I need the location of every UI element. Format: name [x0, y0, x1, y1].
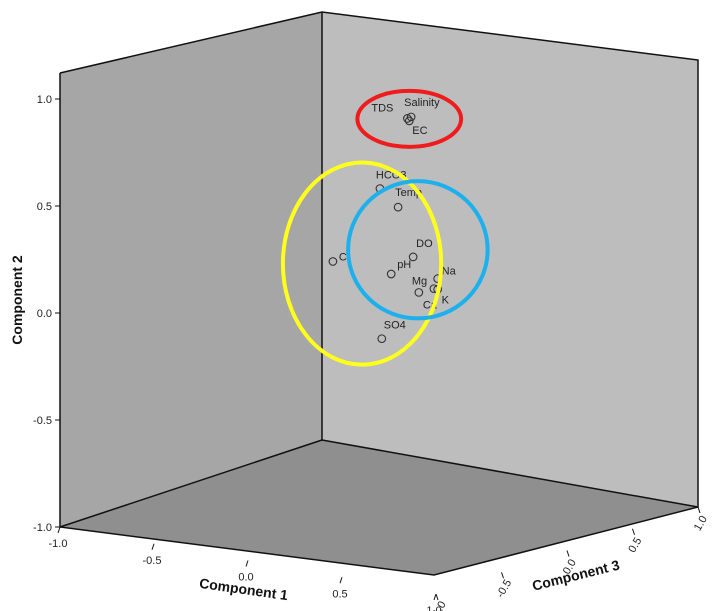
point-label: Cl	[339, 251, 349, 263]
scatter-point	[404, 116, 414, 126]
z-tick-mark	[697, 506, 701, 514]
x-tick-label: 0.0	[238, 572, 253, 584]
x-tick-label: -0.5	[143, 555, 162, 567]
y-tick-label: 1.0	[37, 94, 52, 106]
group-ellipse	[346, 179, 490, 321]
y-tick-label: -0.5	[33, 415, 52, 427]
point-label: TDS	[371, 102, 393, 114]
x-tick-label: -1.0	[49, 538, 68, 550]
z-tick-label: 1.0	[692, 514, 710, 533]
y-tick-label: 0.5	[37, 201, 52, 213]
z-tick-mark	[435, 593, 439, 601]
y-tick-label: 0.0	[37, 308, 52, 320]
x-tick-mark	[339, 577, 343, 584]
x-tick-label: 0.5	[332, 588, 347, 600]
scatter-point	[386, 269, 396, 279]
point-label: Mg	[412, 276, 427, 288]
scatter-point	[406, 112, 416, 122]
scatter-point	[403, 114, 412, 123]
group-ellipses	[280, 88, 490, 367]
x-tick-mark	[245, 560, 249, 567]
point-label: Salinity	[404, 97, 440, 109]
y-axis-ticks: 1.0 0.5 0.0 -0.5 -1.0	[33, 94, 60, 534]
right-wall	[322, 12, 698, 507]
point-label: EC	[412, 125, 427, 137]
z-tick-label: -0.5	[494, 578, 514, 600]
left-wall	[60, 12, 322, 527]
z-tick-label: 0.5	[626, 536, 644, 555]
x-axis-ticks: -1.0 -0.5 0.0 0.5 1.0	[49, 526, 442, 611]
point-label: DO	[416, 238, 433, 250]
point-label: K	[442, 294, 450, 306]
x-tick-mark	[57, 526, 61, 534]
point-label: SO4	[384, 320, 406, 332]
z-tick-mark	[501, 572, 504, 579]
scatter-point	[408, 252, 418, 262]
y-tick-label: -1.0	[33, 522, 52, 534]
scatter-point	[414, 288, 424, 297]
z-tick-mark	[566, 550, 570, 557]
point-label: Na	[442, 266, 457, 278]
scatter-point	[377, 334, 387, 344]
z-tick-label: -1.0	[429, 599, 449, 611]
x-tick-mark	[433, 593, 437, 601]
group-ellipse	[355, 88, 464, 149]
x-tick-label: 1.0	[426, 605, 441, 611]
scatter-point	[328, 257, 338, 266]
floor-plane	[60, 440, 698, 575]
x-tick-mark	[151, 543, 155, 550]
z-tick-mark	[632, 528, 635, 535]
y-axis-title: Component 2	[9, 255, 25, 345]
group-ellipse	[280, 160, 444, 367]
point-label: pH	[397, 259, 411, 271]
scatter-point	[393, 202, 403, 212]
